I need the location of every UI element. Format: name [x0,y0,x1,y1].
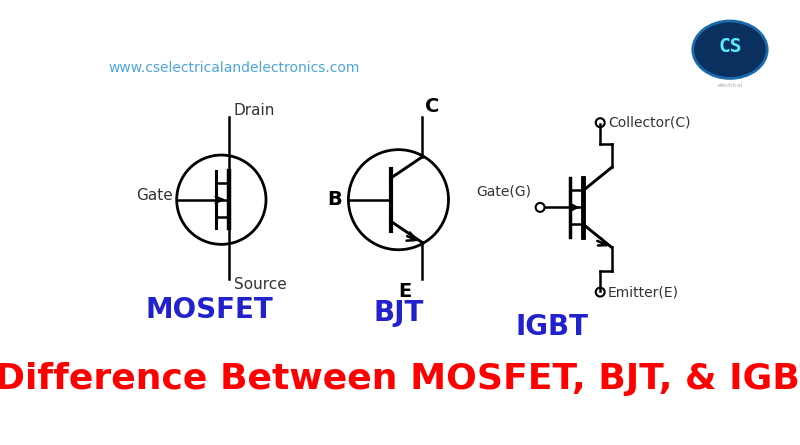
Text: Difference Between MOSFET, BJT, & IGBT: Difference Between MOSFET, BJT, & IGBT [0,362,800,396]
Text: MOSFET: MOSFET [146,296,274,324]
Text: B: B [327,190,342,209]
Text: www.cselectricalandelectronics.com: www.cselectricalandelectronics.com [108,61,359,75]
Circle shape [693,21,767,78]
Text: Gate(G): Gate(G) [477,184,532,198]
Text: CS: CS [718,37,742,57]
Text: electrical: electrical [718,83,742,88]
Text: E: E [398,282,411,301]
Text: Drain: Drain [234,103,275,118]
Text: Emitter(E): Emitter(E) [608,285,679,299]
Text: C: C [425,97,439,116]
Text: Source: Source [234,278,286,292]
Text: Collector(C): Collector(C) [608,116,690,129]
Text: Gate: Gate [136,188,173,203]
Text: IGBT: IGBT [516,313,589,341]
Text: BJT: BJT [374,299,424,327]
